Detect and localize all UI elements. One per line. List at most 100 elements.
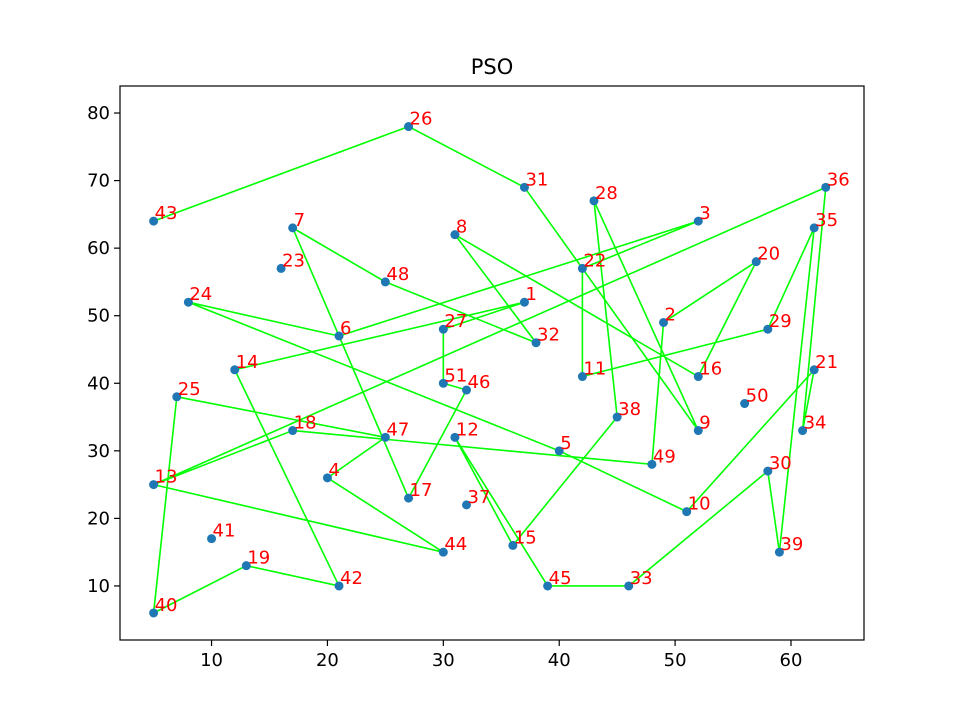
city-point-9: [693, 426, 703, 436]
route-segment-26-31: [408, 125, 525, 189]
city-label-3: 3: [699, 203, 710, 224]
city-point-25: [172, 392, 182, 402]
city-point-3: [693, 216, 703, 226]
city-point-29: [763, 324, 773, 334]
city-label-42: 42: [340, 568, 363, 589]
route-segment-27-1: [443, 301, 525, 330]
city-point-27: [438, 324, 448, 334]
route-segment-29-11: [582, 328, 769, 378]
city-label-27: 27: [444, 311, 467, 332]
chart-title: PSO: [471, 55, 514, 79]
city-label-29: 29: [769, 311, 792, 332]
city-label-8: 8: [456, 217, 467, 238]
route-segment-5-10: [558, 450, 688, 513]
city-point-19: [241, 561, 251, 571]
city-point-51: [438, 378, 448, 388]
city-label-35: 35: [815, 210, 838, 231]
route-segment-32-48: [385, 281, 537, 344]
route-segment-7-17: [291, 227, 410, 499]
city-label-30: 30: [769, 453, 792, 474]
route-segment-21-34: [801, 369, 815, 431]
route-segment-14-42: [234, 369, 340, 587]
city-point-22: [577, 263, 587, 273]
city-point-36: [821, 182, 831, 192]
city-point-50: [740, 399, 750, 409]
city-label-1: 1: [525, 284, 536, 305]
y-tick-label-20: 20: [87, 508, 110, 529]
y-tick-label-70: 70: [87, 171, 110, 192]
route-segment-10-21: [686, 369, 815, 513]
city-label-46: 46: [468, 372, 491, 393]
route-segment-8-32: [454, 234, 537, 344]
city-label-18: 18: [294, 413, 317, 434]
route-segment-33-30: [628, 470, 769, 587]
city-label-44: 44: [444, 534, 467, 555]
city-point-7: [288, 223, 298, 233]
route-segment-9-28: [593, 200, 700, 431]
x-tick-label-50: 50: [664, 650, 687, 671]
city-label-31: 31: [525, 169, 548, 190]
route-segment-35-29: [767, 227, 815, 330]
route-segment-49-2: [651, 322, 665, 465]
city-label-47: 47: [386, 419, 409, 440]
city-point-34: [798, 426, 808, 436]
city-label-15: 15: [514, 527, 537, 548]
city-point-5: [554, 446, 564, 456]
route-segment-24-5: [188, 301, 560, 452]
city-label-4: 4: [328, 460, 339, 481]
y-axis: 10 20 30 40 50 60 70 80: [87, 103, 120, 597]
city-label-7: 7: [294, 210, 305, 231]
route-segment-3-6: [338, 220, 699, 337]
route-segment-19-40: [153, 564, 247, 614]
x-tick-label-40: 40: [548, 650, 571, 671]
city-point-49: [647, 459, 657, 469]
city-point-11: [577, 372, 587, 382]
city-label-32: 32: [537, 325, 560, 346]
city-point-6: [334, 331, 344, 341]
city-point-47: [380, 432, 390, 442]
city-point-30: [763, 466, 773, 476]
city-point-42: [334, 581, 344, 591]
city-label-36: 36: [827, 169, 850, 190]
route-layer: [152, 125, 827, 614]
city-label-43: 43: [155, 203, 178, 224]
city-point-4: [322, 473, 332, 483]
city-label-22: 22: [583, 250, 606, 271]
city-label-26: 26: [410, 109, 433, 130]
y-tick-label-10: 10: [87, 576, 110, 597]
city-point-14: [230, 365, 240, 375]
city-label-48: 48: [386, 264, 409, 285]
city-point-37: [462, 500, 472, 510]
city-label-41: 41: [213, 521, 236, 542]
city-label-19: 19: [247, 548, 270, 569]
route-segment-42-19: [246, 564, 340, 587]
city-label-45: 45: [549, 568, 572, 589]
city-label-25: 25: [178, 379, 201, 400]
city-point-8: [450, 230, 460, 240]
city-label-14: 14: [236, 352, 259, 373]
x-tick-label-10: 10: [200, 650, 223, 671]
x-tick-label-20: 20: [316, 650, 339, 671]
city-label-12: 12: [456, 419, 479, 440]
y-tick-label-50: 50: [87, 306, 110, 327]
city-point-35: [809, 223, 819, 233]
city-label-23: 23: [282, 250, 305, 271]
city-label-21: 21: [815, 352, 838, 373]
route-segment-12-45: [454, 436, 549, 587]
route-segment-47-4: [326, 436, 386, 479]
route-segment-17-46: [407, 389, 468, 499]
route-segment-40-25: [152, 396, 178, 614]
route-segment-44-13: [153, 483, 444, 553]
y-tick-label-30: 30: [87, 441, 110, 462]
y-tick-label-60: 60: [87, 238, 110, 259]
route-segment-13-18: [153, 429, 293, 486]
x-axis: 10 20 30 40 50 60: [200, 640, 802, 671]
city-label-40: 40: [155, 595, 178, 616]
route-segment-16-8: [454, 233, 699, 378]
route-segment-1-14: [234, 301, 525, 371]
city-label-51: 51: [444, 365, 467, 386]
route-segment-18-49: [292, 429, 653, 466]
y-tick-label-40: 40: [87, 373, 110, 394]
route-segment-48-7: [292, 227, 386, 283]
city-point-44: [438, 547, 448, 557]
